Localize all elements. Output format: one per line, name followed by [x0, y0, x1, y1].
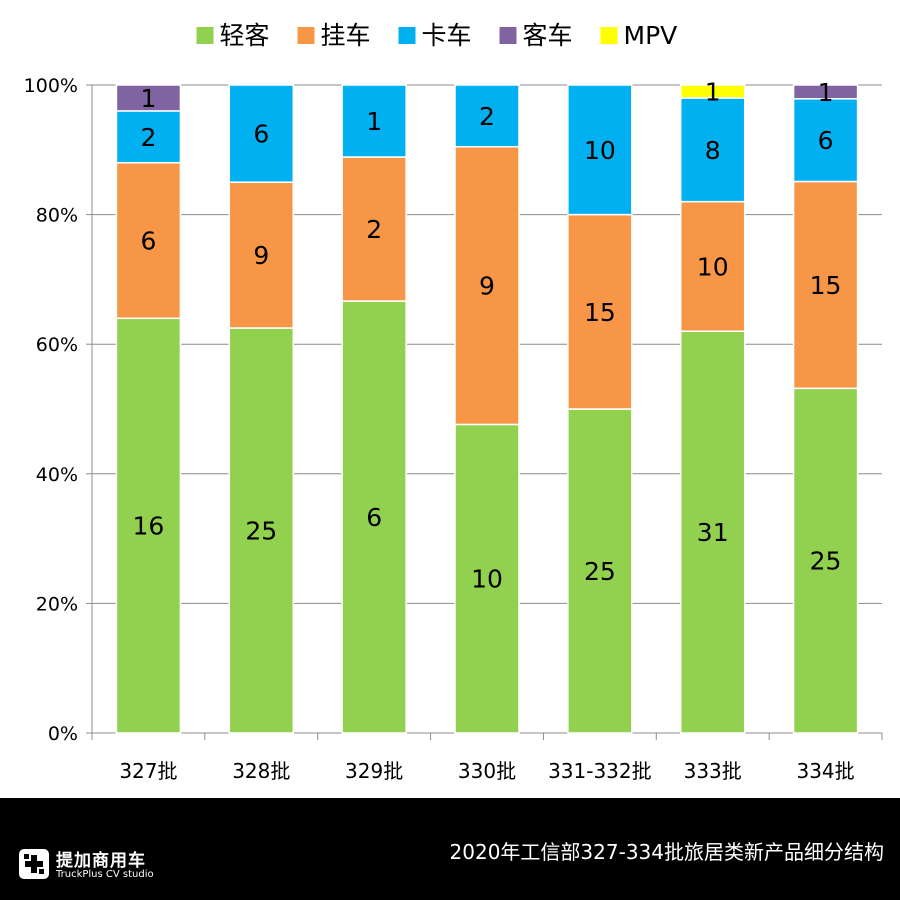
- x-tick-label: 327批: [119, 759, 177, 783]
- data-label: 6: [818, 126, 834, 155]
- data-label: 10: [471, 565, 503, 594]
- x-tick-label: 329批: [345, 759, 403, 783]
- y-tick-label: 0%: [48, 723, 78, 745]
- bar-segment: [454, 145, 520, 426]
- bar-segment: [228, 327, 295, 734]
- data-label: 8: [705, 136, 721, 165]
- legend-swatch: [600, 27, 618, 44]
- legend-label: 客车: [523, 21, 573, 50]
- bar-segment: [679, 200, 746, 332]
- bar-segment: [792, 98, 859, 183]
- legend-swatch: [499, 27, 517, 44]
- bar-segment: [115, 317, 182, 734]
- data-label: 2: [366, 215, 382, 244]
- bar-segment: [341, 84, 407, 158]
- data-label: 1: [366, 107, 382, 136]
- data-label: 25: [245, 517, 277, 546]
- data-label: 6: [253, 120, 269, 149]
- logo-title: 提加商用车: [56, 851, 146, 871]
- x-tick-label: 333批: [684, 759, 742, 783]
- bar-segment: [454, 423, 520, 734]
- bar-segment: [341, 156, 407, 302]
- data-label: 25: [810, 547, 842, 576]
- bar-segment: [792, 180, 859, 390]
- data-label: 10: [697, 252, 729, 281]
- chart-caption: 2020年工信部327-334批旅居类新产品细分结构: [449, 840, 884, 864]
- x-tick-label: 334批: [796, 759, 854, 783]
- data-label: 6: [366, 503, 382, 532]
- data-label: 2: [479, 102, 495, 131]
- x-tick-label: 330批: [458, 759, 516, 783]
- bar-segment: [792, 387, 859, 734]
- truckplus-logo-icon: [19, 849, 49, 879]
- bar-segment: [567, 213, 633, 410]
- data-label: 1: [818, 78, 834, 107]
- bar-segment: [567, 84, 633, 216]
- x-tick-label: 331-332批: [548, 759, 652, 783]
- chart-area: 0% 20% 40% 60% 80% 100% 16 6 2 1 327批 25 9 6 328批 6 2 1 32…: [23, 21, 883, 783]
- y-tick-label: 100%: [24, 75, 78, 97]
- data-label: 10: [584, 136, 616, 165]
- bar-segment: [115, 110, 182, 164]
- bar-segment: [679, 330, 746, 734]
- data-label: 31: [697, 518, 729, 547]
- data-label: 9: [479, 272, 495, 301]
- data-label: 1: [705, 77, 721, 106]
- legend-swatch: [398, 27, 416, 44]
- legend-swatch: [196, 27, 214, 44]
- bar-segment: [567, 408, 633, 734]
- stacked-bar-chart: 0%20%40%60%80%100%16621327批2596328批62132…: [24, 21, 883, 783]
- bar-segment: [115, 162, 182, 320]
- y-tick-label: 60%: [36, 334, 78, 356]
- data-label: 2: [140, 123, 156, 152]
- legend-label: 轻客: [220, 21, 270, 50]
- bar-segment: [679, 84, 746, 99]
- legend-label: 卡车: [422, 21, 472, 50]
- data-label: 6: [140, 227, 156, 256]
- data-label: 1: [140, 84, 156, 113]
- x-tick-label: 328批: [232, 759, 290, 783]
- data-label: 15: [584, 298, 616, 327]
- bar-segment: [228, 84, 295, 183]
- data-label: 16: [133, 512, 165, 541]
- footer-banner: 提加商用车 TruckPlus CV studio 2020年工信部327-33…: [0, 798, 900, 900]
- y-tick-label: 40%: [36, 464, 78, 486]
- legend-swatch: [297, 27, 315, 44]
- data-label: 15: [810, 271, 842, 300]
- bar-segment: [454, 84, 520, 148]
- bar-segment: [792, 84, 859, 100]
- y-tick-label: 80%: [36, 205, 78, 227]
- bar-segment: [228, 181, 295, 329]
- logo-subtitle: TruckPlus CV studio: [56, 869, 154, 880]
- legend-label: MPV: [624, 21, 678, 50]
- bar-segment: [679, 97, 746, 203]
- y-tick-label: 20%: [36, 593, 78, 615]
- bar-segment: [115, 84, 182, 112]
- data-label: 9: [253, 241, 269, 270]
- legend-label: 挂车: [321, 21, 371, 50]
- data-label: 25: [584, 557, 616, 586]
